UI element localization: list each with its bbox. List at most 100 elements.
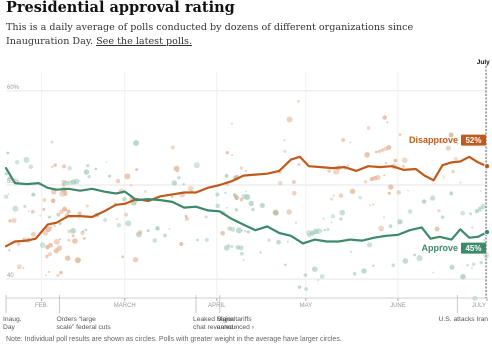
disapprove-poll-dot	[71, 234, 75, 238]
disapprove-poll-dot	[378, 225, 384, 232]
disapprove-poll-dot	[30, 209, 35, 214]
today-label: July 1	[477, 59, 492, 66]
disapprove-poll-dot	[327, 169, 331, 173]
chart-note: Note: Individual poll results are shown …	[6, 336, 342, 343]
disapprove-poll-dot	[64, 189, 67, 192]
approve-poll-dot	[466, 264, 469, 267]
disapprove-poll-dot	[372, 203, 375, 206]
disapprove-poll-dot	[66, 209, 71, 214]
disapprove-poll-dot	[387, 191, 391, 195]
disapprove-end-point	[483, 163, 490, 170]
approve-poll-dot	[382, 216, 386, 219]
disapprove-poll-dot	[58, 238, 61, 241]
approve-poll-dot	[471, 226, 474, 229]
disapprove-poll-dot	[386, 145, 392, 150]
y-tick-label: 60%	[7, 85, 20, 91]
approve-poll-dot	[480, 190, 482, 192]
approve-poll-dot	[267, 238, 271, 242]
disapprove-poll-dot	[17, 264, 22, 270]
approve-poll-dot	[226, 206, 228, 209]
disapprove-poll-dot	[386, 121, 389, 124]
disapprove-poll-dot	[170, 145, 175, 150]
disapprove-poll-dot	[220, 230, 225, 236]
disapprove-poll-dot	[138, 230, 143, 235]
approve-poll-dot	[397, 219, 403, 225]
disapprove-poll-dot	[53, 163, 57, 167]
approve-poll-dot	[7, 193, 10, 195]
approve-poll-dot	[349, 250, 352, 253]
approve-poll-dot	[58, 221, 62, 225]
approve-poll-dot	[224, 191, 227, 194]
approve-series-label: Approve	[421, 243, 458, 253]
approve-poll-dot	[273, 210, 279, 216]
disapprove-poll-dot	[330, 197, 334, 201]
disapprove-poll-dot	[184, 216, 189, 221]
approve-poll-dot	[83, 169, 90, 175]
approve-poll-dot	[319, 274, 325, 279]
approve-poll-dot	[78, 180, 81, 182]
event-label: Day	[3, 324, 16, 331]
disapprove-poll-dot	[393, 158, 398, 163]
approve-poll-dot	[227, 226, 232, 231]
approve-poll-dot	[12, 205, 19, 212]
disapprove-poll-dot	[53, 238, 60, 245]
disapprove-poll-dot	[283, 139, 286, 142]
disapprove-poll-dot	[173, 165, 180, 172]
disapprove-poll-dot	[61, 183, 65, 186]
disapprove-poll-dot	[42, 207, 46, 211]
disapprove-poll-dot	[42, 230, 49, 236]
approve-poll-dot	[230, 244, 234, 249]
approve-poll-dot	[432, 271, 435, 274]
event-label: Inaug.	[3, 316, 22, 323]
disapprove-poll-dot	[375, 150, 378, 154]
approve-poll-dot	[460, 274, 466, 280]
approve-poll-dot	[402, 258, 409, 264]
approve-poll-dot	[94, 167, 98, 171]
approve-poll-dot	[429, 195, 436, 201]
approve-poll-dot	[339, 209, 346, 216]
approve-poll-dot	[47, 215, 52, 219]
approve-poll-dot	[70, 228, 76, 234]
approve-poll-dot	[86, 164, 90, 168]
disapprove-poll-dot	[56, 212, 61, 217]
chart-title: Presidential approval rating	[6, 0, 235, 16]
disapprove-poll-dot	[8, 219, 12, 223]
approve-poll-dot	[23, 156, 30, 163]
approve-poll-dot	[361, 268, 367, 274]
approve-poll-dot	[143, 190, 147, 193]
disapprove-poll-dot	[278, 180, 283, 186]
disapprove-poll-dot	[380, 148, 385, 152]
approve-poll-dot	[391, 263, 396, 268]
approve-poll-dot	[168, 228, 171, 230]
disapprove-poll-dot	[451, 169, 455, 174]
approve-poll-dot	[366, 242, 373, 248]
approve-poll-dot	[480, 203, 486, 209]
disapprove-poll-dot	[170, 195, 174, 199]
approve-poll-dot	[39, 214, 42, 217]
disapprove-poll-dot	[396, 189, 402, 195]
approve-poll-dot	[196, 238, 199, 242]
approve-poll-dot	[242, 258, 245, 261]
approve-poll-dot	[81, 230, 84, 233]
approve-poll-dot	[146, 229, 150, 233]
disapprove-series-label: Disapprove	[409, 135, 458, 145]
approve-poll-dot	[284, 263, 287, 267]
approve-poll-dot	[152, 238, 157, 243]
approve-poll-dot	[286, 240, 289, 243]
disapprove-poll-dot	[11, 217, 17, 223]
approve-poll-dot	[116, 222, 122, 228]
disapprove-poll-dot	[239, 166, 244, 170]
subtitle-text: This is a daily average of polls conduct…	[6, 22, 414, 47]
approve-poll-dot	[276, 239, 281, 245]
approve-poll-dot	[330, 214, 335, 219]
disapprove-poll-dot	[245, 169, 248, 173]
disapprove-poll-dot	[64, 180, 68, 184]
disapprove-poll-dot	[53, 224, 56, 228]
latest-polls-link[interactable]: See the latest polls.	[96, 35, 193, 47]
approve-poll-dot	[182, 183, 185, 186]
disapprove-poll-dot	[67, 229, 71, 234]
approve-poll-dot	[304, 287, 309, 291]
approve-poll-dot	[339, 217, 343, 221]
